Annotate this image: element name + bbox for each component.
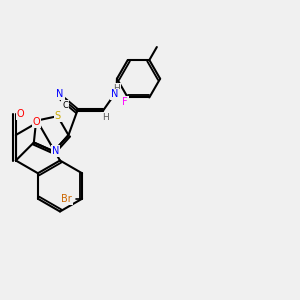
Text: Br: Br [61, 194, 72, 204]
Text: O: O [33, 117, 40, 127]
Text: H: H [113, 84, 120, 93]
Text: O: O [16, 109, 24, 119]
Text: C: C [62, 101, 68, 110]
Text: N: N [56, 89, 64, 99]
Text: F: F [122, 97, 128, 107]
Text: H: H [102, 113, 109, 122]
Text: N: N [52, 146, 59, 156]
Text: S: S [55, 111, 61, 121]
Text: N: N [111, 89, 118, 100]
